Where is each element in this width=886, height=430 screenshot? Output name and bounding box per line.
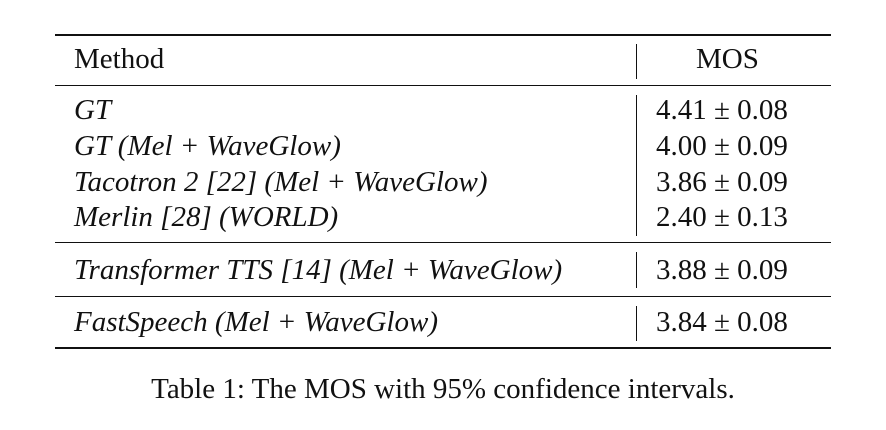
table-row-method: GT: [74, 94, 112, 126]
table-row-mos: 3.84 ± 0.08: [656, 306, 788, 338]
table-row-method: Tacotron 2 [22] (Mel + WaveGlow): [74, 166, 488, 198]
table-row-method: FastSpeech (Mel + WaveGlow): [74, 306, 438, 338]
table-top-rule: [55, 34, 831, 36]
table-caption: Table 1: The MOS with 95% confidence int…: [151, 373, 735, 405]
column-header-mos: MOS: [696, 43, 759, 75]
column-separator: [636, 306, 637, 341]
group-separator-rule: [55, 242, 831, 243]
column-header-method: Method: [74, 43, 165, 75]
table-row-mos: 3.88 ± 0.09: [656, 254, 788, 286]
table-row-method: Transformer TTS [14] (Mel + WaveGlow): [74, 254, 563, 286]
table-row-method: GT (Mel + WaveGlow): [74, 130, 341, 162]
table-row-mos: 3.86 ± 0.09: [656, 166, 788, 198]
table-bottom-rule: [55, 347, 831, 349]
table-row-mos: 4.00 ± 0.09: [656, 130, 788, 162]
column-separator: [636, 95, 637, 236]
table-row-mos: 4.41 ± 0.08: [656, 94, 788, 126]
table-row-mos: 2.40 ± 0.13: [656, 201, 788, 233]
header-separator-rule: [55, 85, 831, 86]
column-separator: [636, 252, 637, 288]
table-row-method: Merlin [28] (WORLD): [74, 201, 339, 233]
group-separator-rule: [55, 296, 831, 297]
column-separator: [636, 44, 637, 79]
